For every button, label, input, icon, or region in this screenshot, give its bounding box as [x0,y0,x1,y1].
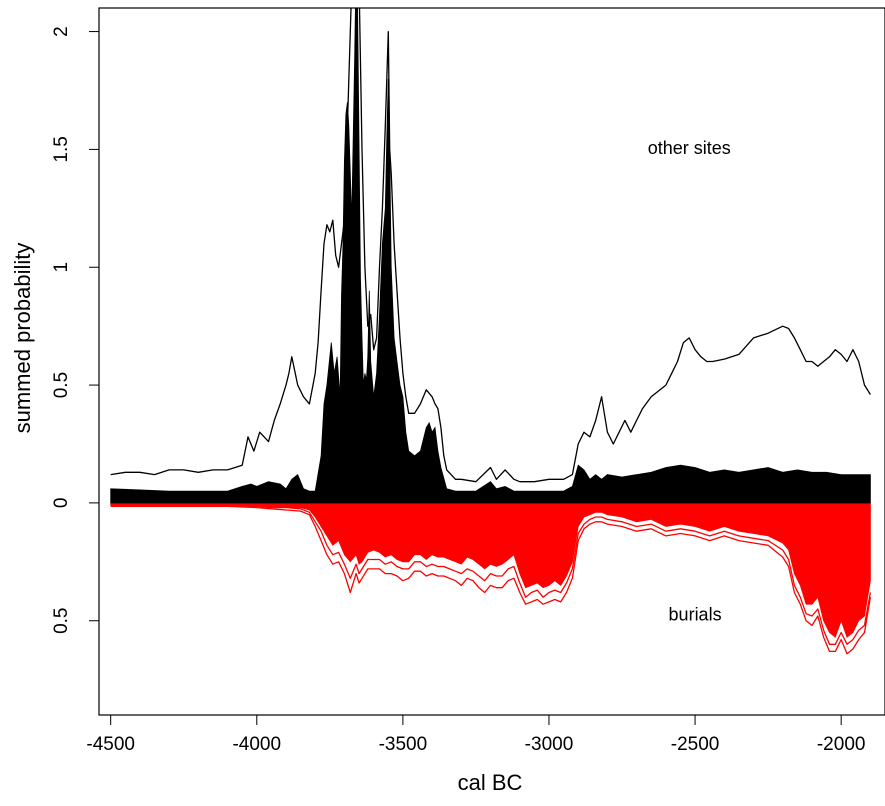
y-axis-title: summed probability [10,243,35,434]
plot-area [110,8,872,655]
x-tick-label: -3000 [525,734,574,755]
x-tick-label: -3500 [379,734,428,755]
x-tick-label: -4000 [232,734,281,755]
x-tick-label: -2500 [671,734,720,755]
series-burials-inner [110,504,872,645]
y-tick-label: 0 [51,498,72,509]
y-tick-label: 0.5 [51,608,72,634]
y-tick-label: 1.5 [51,136,72,162]
series-burials-outer [110,505,872,655]
series-other-sites-spd [110,8,871,504]
y-axis: 0.5 0 0.5 1 1.5 2 [51,26,100,634]
annotation-burials: burials [669,605,722,625]
y-tick-label: 2 [51,26,72,37]
x-tick-label: -2000 [817,734,866,755]
annotation-other-sites: other sites [648,138,731,158]
y-tick-label: 0.5 [51,372,72,398]
x-axis-title: cal BC [458,770,523,795]
x-axis: -4500 -4000 -3500 -3000 -2500 -2000 [86,714,866,755]
x-tick-label: -4500 [86,734,135,755]
series-other-sites-upper [110,8,871,483]
series-burials-spd [110,502,871,638]
y-tick-label: 1 [51,262,72,273]
